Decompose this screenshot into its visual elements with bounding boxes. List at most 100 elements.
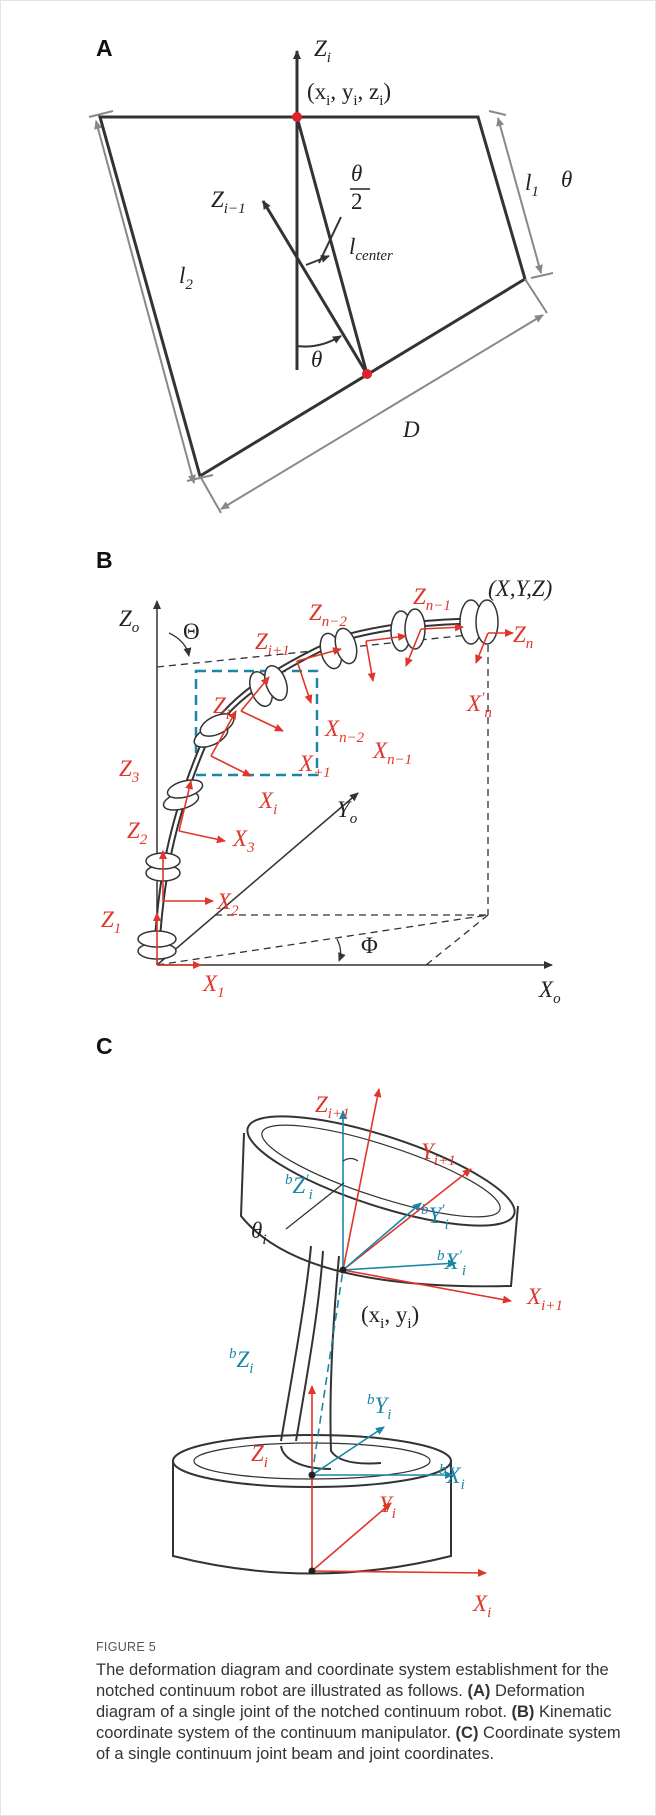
label-run: y bbox=[342, 79, 354, 104]
label-run: X bbox=[298, 751, 314, 776]
label-run: Z bbox=[211, 187, 224, 212]
axis-label: bY′i bbox=[421, 1202, 449, 1233]
axis-label: Z1 bbox=[101, 907, 121, 937]
label-run: θ bbox=[251, 1218, 262, 1243]
label-run: n bbox=[526, 636, 534, 652]
label-run: 2 bbox=[185, 277, 193, 293]
label-run: x bbox=[315, 79, 327, 104]
label-run: 2 bbox=[231, 903, 239, 919]
axis-label: X3 bbox=[232, 826, 255, 856]
label-run: ) bbox=[412, 1302, 420, 1327]
label-run: ′ bbox=[459, 1248, 463, 1264]
label-run: ′ bbox=[481, 690, 485, 706]
panel-ref: (A) bbox=[467, 1682, 490, 1700]
label-run: θ bbox=[351, 161, 362, 186]
axis-label: bYi bbox=[367, 1392, 391, 1423]
label-run: Z bbox=[513, 622, 526, 647]
label-run: ′ bbox=[441, 1202, 445, 1218]
label-run: Z bbox=[119, 756, 132, 781]
label-run: X bbox=[372, 738, 388, 763]
figure-page: A Zi (xi, yi, zi) θ 2 l1 θ Zi−1 lcenter … bbox=[0, 0, 656, 1816]
axis-label: bZ′i bbox=[285, 1172, 313, 1203]
label-run: X bbox=[258, 788, 274, 813]
length-label: l1 bbox=[525, 170, 539, 200]
label-run: X bbox=[446, 1463, 462, 1488]
label-run: θ bbox=[561, 167, 572, 192]
axis-label: Yo bbox=[337, 797, 358, 827]
axis-label: Zn−2 bbox=[309, 600, 347, 630]
label-run: 3 bbox=[131, 770, 140, 786]
label-run: i+1 bbox=[328, 1106, 350, 1122]
label-run: 2 bbox=[351, 189, 363, 214]
axis-label: Zi+1 bbox=[255, 629, 290, 659]
label-run: o bbox=[553, 991, 561, 1007]
label-run: θ bbox=[311, 347, 322, 372]
label-run: i+1 bbox=[541, 1298, 563, 1314]
point-label: (X,Y,Z) bbox=[488, 576, 552, 601]
label-run: 1 bbox=[531, 184, 539, 200]
label-run: Z bbox=[309, 600, 322, 625]
label-run: n−1 bbox=[426, 598, 451, 614]
panel-letter: C bbox=[96, 1033, 113, 1059]
axis-label: Yi bbox=[379, 1492, 396, 1522]
label-run: ( bbox=[307, 79, 315, 104]
label-run: i bbox=[462, 1263, 466, 1279]
length-label: l2 bbox=[179, 263, 193, 293]
label-run: o bbox=[350, 811, 358, 827]
figure-label: FIGURE 5 bbox=[96, 1637, 631, 1658]
axis-label: Zi−1 bbox=[211, 187, 246, 217]
axis-label: bZi bbox=[229, 1346, 253, 1377]
label-run: i bbox=[392, 1506, 396, 1522]
label-run: 3 bbox=[246, 840, 255, 856]
panel-a-drawing bbox=[89, 51, 553, 513]
axis-label: X1 bbox=[202, 971, 225, 1001]
label-run: i bbox=[327, 50, 331, 66]
angle-label: Θ bbox=[183, 619, 200, 644]
label-run: Z bbox=[127, 818, 140, 843]
label-run: X bbox=[466, 691, 482, 716]
label-run: , bbox=[358, 79, 370, 104]
panel-ref: (B) bbox=[512, 1703, 535, 1721]
label-run: Z bbox=[237, 1347, 250, 1372]
label-run: X bbox=[444, 1249, 460, 1274]
point-label: (xi, yi) bbox=[361, 1302, 419, 1332]
panel-b-drawing bbox=[138, 600, 552, 965]
angle-label: θ bbox=[351, 161, 362, 186]
axis-label: Xi+1 bbox=[526, 1284, 563, 1314]
label-run: ( bbox=[361, 1302, 369, 1327]
label-run: , bbox=[330, 79, 342, 104]
angle-label: θ bbox=[311, 347, 322, 372]
label-run: n−2 bbox=[339, 730, 365, 746]
label-run: Z bbox=[101, 907, 114, 932]
label-run: x bbox=[369, 1302, 381, 1327]
label-run: 1 bbox=[217, 985, 225, 1001]
length-label: D bbox=[402, 417, 420, 442]
panel-letter: A bbox=[96, 35, 113, 61]
label-run: i bbox=[445, 1217, 449, 1233]
label-run: X bbox=[232, 826, 248, 851]
label-run: i−1 bbox=[224, 201, 246, 217]
axis-label: Yi+1 bbox=[421, 1139, 456, 1169]
panel-ref: (C) bbox=[456, 1724, 479, 1742]
panel-letter: B bbox=[96, 547, 113, 573]
angle-label: θi bbox=[251, 1218, 266, 1248]
label-run: i bbox=[262, 1232, 266, 1248]
axis-label: bX′i bbox=[437, 1248, 466, 1279]
label-run: 1 bbox=[114, 921, 122, 937]
label-run: n−2 bbox=[322, 614, 348, 630]
caption: FIGURE 5 The deformation diagram and coo… bbox=[96, 1637, 631, 1765]
label-run: n bbox=[484, 705, 492, 721]
label-run: Z bbox=[213, 693, 226, 718]
label-run: y bbox=[396, 1302, 408, 1327]
axis-label: Zi bbox=[251, 1441, 268, 1471]
axis-label: Xn−1 bbox=[372, 738, 412, 768]
label-run: , bbox=[384, 1302, 396, 1327]
axis-label: Z2 bbox=[127, 818, 148, 848]
label-run: i bbox=[387, 1407, 391, 1423]
label-run: Z bbox=[251, 1441, 264, 1466]
label-run: X bbox=[538, 977, 554, 1002]
label-run: D bbox=[402, 417, 420, 442]
label-run: i bbox=[249, 1361, 253, 1377]
axis-label: Xn−2 bbox=[324, 716, 365, 746]
axis-label: Xi bbox=[472, 1591, 491, 1621]
